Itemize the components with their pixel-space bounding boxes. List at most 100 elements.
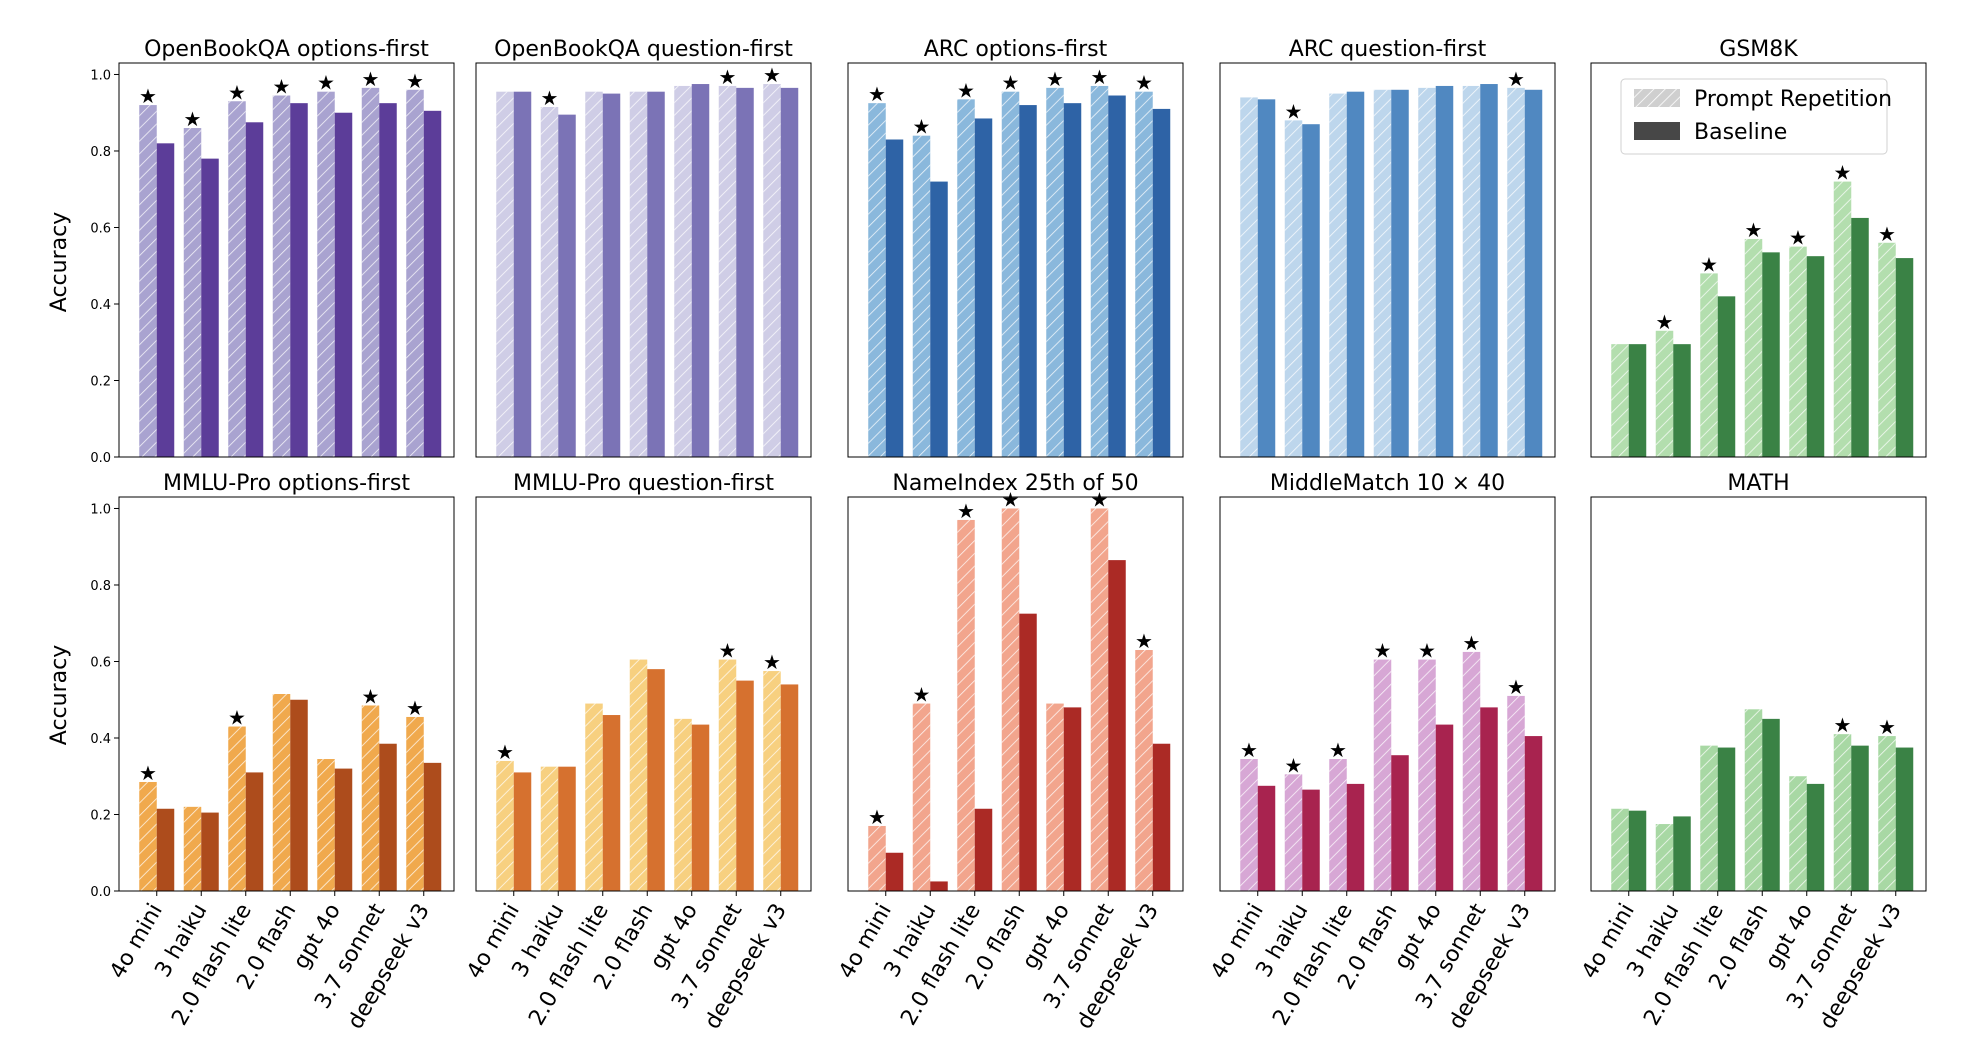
- bar-hatch: [1789, 776, 1807, 891]
- bar-hatch: [763, 671, 781, 891]
- bar-hatch: [361, 705, 380, 891]
- bar-baseline: [1346, 783, 1365, 891]
- significance-star: ★: [228, 80, 246, 104]
- bar-baseline: [780, 684, 799, 891]
- bar-baseline: [930, 881, 948, 891]
- y-tick-label: 0.4: [90, 732, 111, 747]
- bar-baseline: [1895, 747, 1914, 891]
- y-tick-label: 1.0: [90, 502, 111, 517]
- bar-baseline: [334, 768, 353, 891]
- significance-star: ★: [184, 107, 202, 131]
- legend-label-prompt-repetition: Prompt Repetition: [1694, 87, 1892, 112]
- bar-hatch: [1418, 87, 1436, 457]
- y-tick-label: 0.8: [90, 579, 111, 594]
- bar-hatch: [718, 659, 737, 891]
- bar-hatch: [1046, 87, 1064, 457]
- bar-baseline: [736, 87, 754, 457]
- panel-title: OpenBookQA question-first: [494, 37, 793, 62]
- bar-hatch: [629, 659, 648, 891]
- bar-baseline: [1895, 258, 1914, 457]
- panels-layer: ★ ★ ★ ★ ★ ★ ★ OpenBookQA options-first 0.0 0.2 0.4…: [90, 37, 1927, 1034]
- bar-baseline: [647, 669, 665, 891]
- panel-frame: [475, 62, 812, 458]
- bar-baseline: [290, 699, 308, 891]
- significance-star: ★: [1002, 71, 1020, 95]
- significance-star: ★: [1878, 715, 1896, 739]
- bar-hatch: [1046, 703, 1064, 891]
- bar-baseline: [1063, 707, 1082, 891]
- bar-baseline: [1435, 85, 1454, 458]
- bar-baseline: [1108, 95, 1126, 458]
- bar-hatch: [1329, 93, 1347, 458]
- panel-frame: [1219, 62, 1556, 458]
- bar-baseline: [245, 122, 264, 457]
- bar-baseline: [1628, 344, 1647, 457]
- bar-hatch: [912, 703, 931, 891]
- bar-hatch: [317, 91, 335, 457]
- y-tick-label: 0.8: [90, 145, 111, 160]
- bar-hatch: [361, 87, 380, 457]
- bar-hatch: [1090, 508, 1109, 891]
- bar-baseline: [558, 766, 576, 891]
- legend-label-baseline: Baseline: [1694, 120, 1787, 145]
- panel-frame: [1590, 496, 1927, 892]
- bar-hatch: [1700, 273, 1718, 457]
- significance-star: ★: [406, 696, 424, 720]
- bar-hatch: [272, 694, 291, 891]
- bar-baseline: [1806, 256, 1825, 457]
- significance-star: ★: [1240, 738, 1258, 762]
- bar-hatch: [1833, 734, 1852, 891]
- significance-star: ★: [868, 805, 886, 829]
- significance-star: ★: [957, 78, 975, 102]
- panel-frame: [118, 496, 455, 892]
- bar-baseline: [1762, 718, 1780, 891]
- bar-hatch: [674, 85, 692, 458]
- bar-baseline: [1673, 816, 1691, 891]
- bar-baseline: [647, 91, 665, 457]
- bar-hatch: [1878, 242, 1896, 457]
- bar-hatch: [272, 95, 291, 458]
- bar-hatch: [1789, 246, 1807, 457]
- significance-star: ★: [719, 639, 737, 663]
- bar-baseline: [156, 808, 175, 891]
- y-tick-label: 1.0: [90, 68, 111, 83]
- significance-star: ★: [1091, 65, 1109, 89]
- bar-hatch: [1001, 508, 1020, 891]
- panel-title: ARC question-first: [1289, 37, 1487, 62]
- bar-baseline: [558, 114, 576, 457]
- significance-star: ★: [541, 86, 559, 110]
- y-axis-label-top: Accuracy: [47, 212, 72, 312]
- bar-baseline: [1524, 736, 1543, 891]
- bar-hatch: [957, 99, 975, 457]
- significance-star: ★: [957, 499, 975, 523]
- bar-baseline: [602, 715, 621, 891]
- bar-baseline: [1435, 724, 1454, 891]
- y-tick-label: 0.2: [90, 808, 111, 823]
- panel: ★★ ★OpenBookQA question-first: [475, 37, 812, 458]
- significance-star: ★: [913, 115, 931, 139]
- significance-star: ★: [1745, 218, 1763, 242]
- bar-hatch: [1833, 181, 1852, 457]
- bar-hatch: [1878, 736, 1896, 891]
- panel-frame: [847, 496, 1184, 892]
- bar-hatch: [1329, 759, 1347, 891]
- bar-hatch: [1507, 87, 1525, 457]
- bar-baseline: [1152, 108, 1171, 457]
- bar-baseline: [885, 139, 904, 457]
- bar-baseline: [1346, 91, 1365, 457]
- bar-baseline: [1762, 252, 1780, 457]
- significance-star: ★: [362, 684, 380, 708]
- panel: ★4o mini★3 haiku★2.0 flash lite★2.0 flas…: [1206, 471, 1556, 1034]
- significance-star: ★: [317, 71, 335, 95]
- bar-baseline: [1628, 810, 1647, 891]
- bar-baseline: [423, 110, 442, 457]
- significance-star: ★: [1418, 639, 1436, 663]
- bar-hatch: [1462, 651, 1481, 891]
- legend-swatch-hatch: [1634, 89, 1680, 107]
- significance-star: ★: [406, 69, 424, 93]
- bar-hatch: [406, 716, 424, 891]
- bar-hatch: [1462, 85, 1481, 458]
- bar-baseline: [379, 743, 397, 891]
- bar-hatch: [540, 106, 559, 457]
- bar-hatch: [1001, 91, 1020, 457]
